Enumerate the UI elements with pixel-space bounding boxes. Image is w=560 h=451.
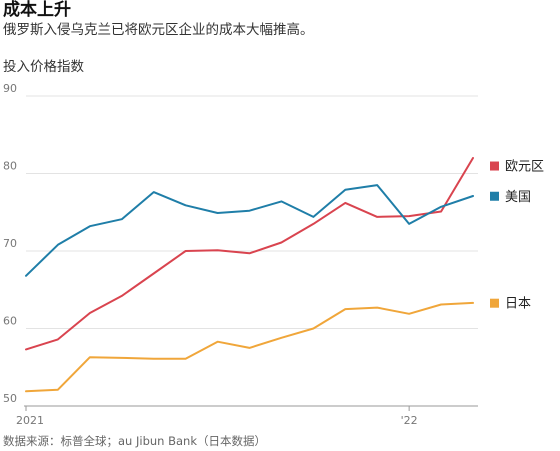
chart-subtitle: 俄罗斯入侵乌克兰已将欧元区企业的成本大幅推高。 xyxy=(3,22,314,38)
legend-label-1: 美国 xyxy=(505,190,531,205)
y-tick-label-50: 50 xyxy=(3,392,17,405)
legend-label-2: 日本 xyxy=(505,297,531,312)
chart-title: 成本上升 xyxy=(3,0,71,20)
y-tick-label-80: 80 xyxy=(3,160,17,173)
legend-swatch-0 xyxy=(490,161,499,171)
y-tick-label-60: 60 xyxy=(3,315,17,328)
series-line-1 xyxy=(25,184,474,277)
source-note: 数据来源：标普全球；au Jibun Bank（日本数据） xyxy=(3,434,266,448)
legend-label-0: 欧元区 xyxy=(505,160,544,175)
y-axis-label: 投入价格指数 xyxy=(3,59,84,75)
series-line-2 xyxy=(25,301,474,393)
x-tick-label-0: 2021 xyxy=(16,414,44,427)
series-line-0 xyxy=(25,157,474,351)
x-tick-label-12: '22 xyxy=(401,414,418,427)
legend-swatch-1 xyxy=(490,191,499,201)
legend-swatch-2 xyxy=(490,298,499,308)
y-tick-label-90: 90 xyxy=(3,82,17,95)
y-tick-label-70: 70 xyxy=(3,237,17,250)
